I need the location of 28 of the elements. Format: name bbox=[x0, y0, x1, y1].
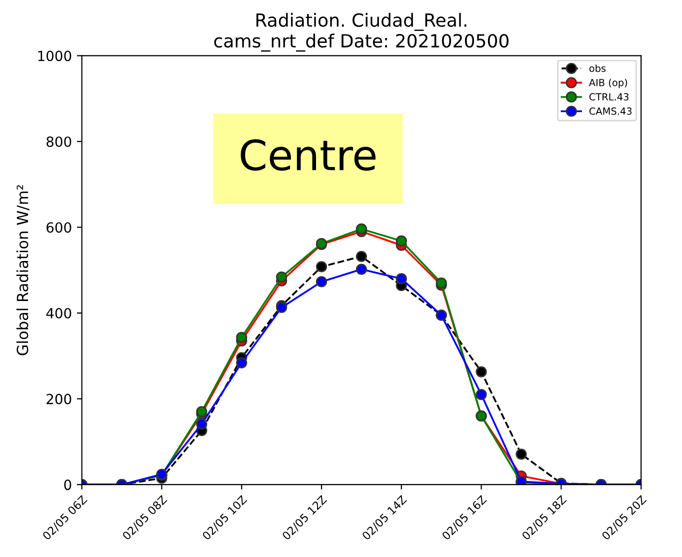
point bbox=[476, 366, 487, 378]
y-tick-label: 0 bbox=[64, 480, 72, 490]
y-tick-label: 1000 bbox=[38, 50, 72, 62]
point bbox=[316, 261, 328, 272]
legend-label: obs bbox=[589, 64, 606, 72]
point bbox=[436, 277, 447, 289]
point bbox=[236, 357, 248, 368]
point bbox=[356, 250, 368, 262]
legend-label: CAMS.43 bbox=[589, 107, 632, 115]
point bbox=[356, 223, 368, 235]
point bbox=[396, 273, 407, 284]
annotation: Centre bbox=[240, 139, 376, 171]
legend-label: AIB (op) bbox=[588, 78, 628, 88]
legend-label: CTRL.43 bbox=[589, 93, 628, 101]
y-tick-label: 400 bbox=[46, 308, 72, 319]
y-axis-title: Global Radiation W/m² bbox=[16, 185, 30, 356]
point bbox=[476, 388, 487, 400]
chart-title: Radiation. Ciudad_Real. cams_nrt_def Date: 2021020500 bbox=[214, 12, 509, 52]
point bbox=[316, 276, 328, 288]
point bbox=[276, 271, 288, 283]
y-tick-label: 200 bbox=[46, 394, 72, 404]
y-tick-label: 600 bbox=[46, 222, 72, 233]
point bbox=[356, 264, 368, 275]
point bbox=[196, 418, 208, 430]
point bbox=[396, 235, 407, 247]
y-tick-label: 800 bbox=[46, 136, 72, 147]
point bbox=[516, 448, 527, 460]
point bbox=[236, 332, 248, 344]
